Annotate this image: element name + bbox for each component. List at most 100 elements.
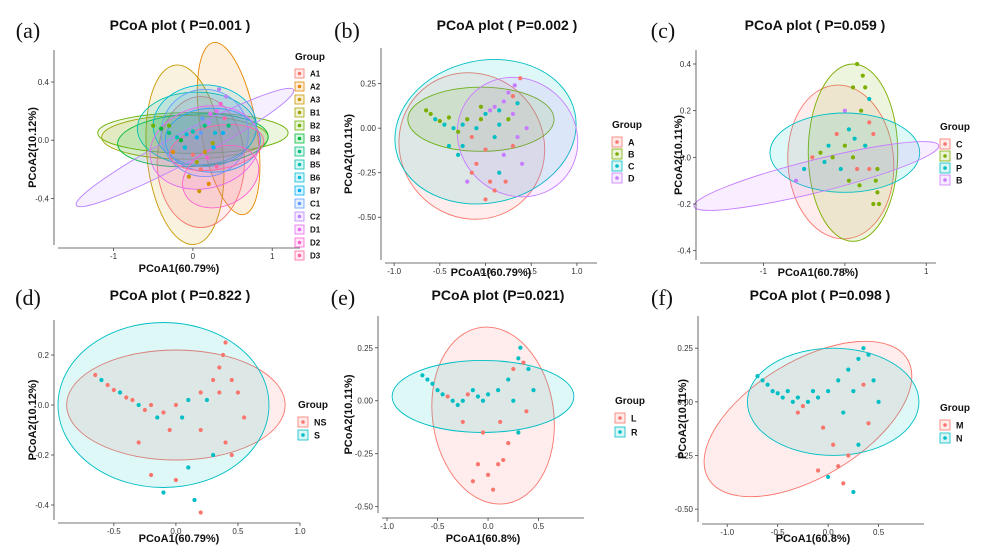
data-point-B <box>506 117 511 122</box>
x-axis-title: PCoA1(60.78%) <box>778 267 859 279</box>
data-point-NS <box>223 340 228 345</box>
legend-title: Group <box>940 403 970 414</box>
data-point-B5 <box>190 129 195 134</box>
legend-label-A1: A1 <box>310 70 321 79</box>
data-point-R <box>435 388 440 393</box>
legend-marker-B1 <box>297 110 302 115</box>
data-point-B <box>424 108 429 113</box>
y-tick-label: -0.25 <box>675 451 694 460</box>
x-tick-label: -1.0 <box>720 528 734 537</box>
data-point-NS <box>223 440 228 445</box>
y-tick-label: 0.2 <box>38 351 50 360</box>
legend-marker-M <box>943 423 947 427</box>
data-point-C <box>867 120 872 125</box>
chart-title: PCoA plot ( P=0.001 ) <box>110 17 251 33</box>
data-point-M <box>815 468 821 473</box>
data-point-L <box>491 487 496 492</box>
legend-label-B3: B3 <box>310 135 321 144</box>
data-point-S <box>186 397 191 403</box>
data-point-NS <box>148 402 154 408</box>
data-point-NS <box>198 427 203 433</box>
legend: Group LR <box>614 396 645 438</box>
panel-5: -1.0 -0.5 0.0 0.5 -0.50 -0.25 0.00 0.25 (f) PCoA … <box>651 285 970 545</box>
legend-marker-B7 <box>297 188 302 193</box>
x-tick-label: 0.0 <box>170 527 182 536</box>
confidence-ellipse-A1 <box>156 96 245 228</box>
y-axis-title: PCoA2(10.12%) <box>27 107 39 188</box>
legend-marker-A1 <box>297 71 302 76</box>
data-point-D <box>873 178 878 183</box>
data-point-C <box>497 170 502 175</box>
x-tick-label: 1 <box>924 267 929 276</box>
legend-label-A2: A2 <box>310 83 321 92</box>
plot-area <box>382 316 584 513</box>
legend-label-D: D <box>956 152 963 162</box>
data-point-B7 <box>220 130 226 136</box>
data-point-L <box>511 366 516 372</box>
confidence-ellipse-R <box>391 360 575 433</box>
data-point-L <box>485 472 491 477</box>
data-point-R <box>420 373 425 378</box>
legend-label-D1: D1 <box>310 226 321 235</box>
data-point-A <box>510 143 516 149</box>
data-point-C <box>834 131 839 137</box>
data-point-N <box>765 382 770 387</box>
panel-letter: (f) <box>651 285 673 310</box>
legend-marker-C <box>615 164 619 168</box>
data-point-R <box>430 381 435 386</box>
data-point-C1 <box>200 116 205 121</box>
data-point-C <box>460 143 465 149</box>
legend-label-C: C <box>628 162 635 172</box>
data-point-B1 <box>210 141 215 146</box>
data-point-R <box>506 377 511 382</box>
data-point-NS <box>229 452 234 458</box>
data-point-B7 <box>211 145 216 150</box>
x-tick-label: -1.0 <box>387 267 401 276</box>
data-point-A2 <box>170 149 176 154</box>
data-point-M <box>841 481 846 486</box>
legend-marker-D2 <box>297 240 302 245</box>
plot-area <box>385 48 597 260</box>
panel-letter: (b) <box>334 18 360 43</box>
data-point-P <box>822 159 827 165</box>
legend-label-C1: C1 <box>310 200 321 209</box>
x-tick-label: 0.0 <box>482 522 494 531</box>
x-tick-label: 1 <box>270 252 275 261</box>
data-point-S <box>155 415 160 420</box>
legend-title: Group <box>298 400 328 411</box>
data-point-A2 <box>206 181 211 186</box>
data-point-N <box>861 346 866 351</box>
data-point-D <box>524 126 529 131</box>
data-point-NS <box>130 397 135 403</box>
data-point-NS <box>173 477 178 483</box>
data-point-N <box>790 399 795 404</box>
x-tick-label: -0.5 <box>433 267 447 276</box>
data-point-B2 <box>151 123 156 128</box>
legend-label-B7: B7 <box>310 187 321 196</box>
data-point-D <box>871 201 876 207</box>
data-point-R <box>480 398 486 403</box>
legend-marker-B3 <box>297 136 302 141</box>
data-point-R <box>425 377 430 382</box>
data-point-B4 <box>166 130 172 136</box>
y-tick-label: -0.2 <box>35 451 49 460</box>
data-point-D <box>846 178 852 183</box>
panel-1: -1.0 -0.5 0.0 0.5 1.0 -0.50 -0.25 0.00 0.25 (b) PC… <box>334 17 642 279</box>
data-point-NS <box>217 390 222 395</box>
y-tick-label: -0.25 <box>358 169 377 178</box>
data-point-NS <box>148 472 154 478</box>
data-point-A <box>469 134 474 140</box>
data-point-D <box>875 166 880 172</box>
data-point-L <box>460 419 465 425</box>
confidence-ellipse-D <box>807 63 899 242</box>
x-axis-title: PCoA1(60.79%) <box>451 267 532 279</box>
x-tick-label: 0.5 <box>232 527 244 536</box>
x-tick-label: -1 <box>110 252 118 261</box>
y-tick-label: 0.4 <box>680 60 692 69</box>
y-tick-label: 0.25 <box>357 344 373 353</box>
legend-label-C2: C2 <box>310 213 321 222</box>
y-tick-label: -0.2 <box>677 200 691 209</box>
data-point-D <box>875 190 880 195</box>
